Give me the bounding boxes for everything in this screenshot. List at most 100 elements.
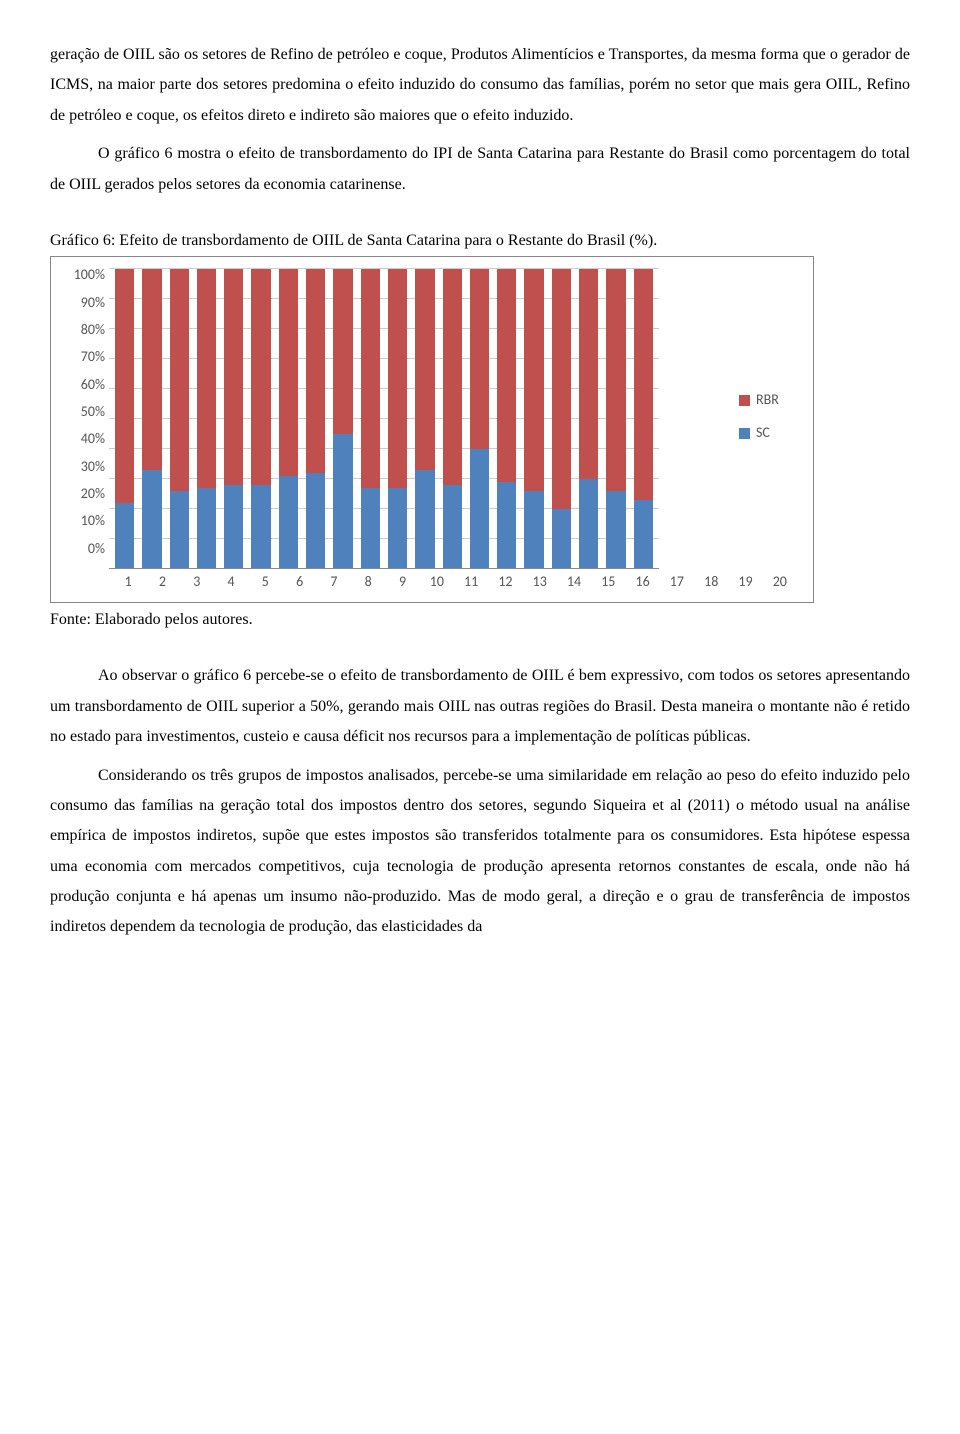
paragraph-4: Considerando os três grupos de impostos … [50,761,910,943]
chart-source: Fonte: Elaborado pelos autores. [50,609,910,631]
x-tick-label: 5 [252,569,278,596]
bar-segment-rbr [497,269,516,482]
legend-swatch-rbr [739,395,750,406]
x-tick-label: 3 [184,569,210,596]
bar [197,269,216,569]
bar-segment-sc [552,509,571,569]
bar-segment-rbr [415,269,434,470]
legend-item-rbr: RBR [739,387,799,414]
bar [333,269,352,569]
x-tick-label: 18 [698,569,724,596]
bar-segment-rbr [333,269,352,434]
y-tick-label: 10% [81,508,105,535]
x-tick-label: 1 [115,569,141,596]
bar [224,269,243,569]
y-tick-label: 60% [81,372,105,399]
x-tick-label: 14 [561,569,587,596]
x-tick-label: 11 [458,569,484,596]
bar [579,269,598,569]
x-tick-label: 8 [355,569,381,596]
legend: RBR SC [729,269,799,569]
x-tick-label: 7 [321,569,347,596]
bar-segment-sc [606,491,625,569]
x-tick-label: 9 [389,569,415,596]
x-tick-label: 15 [595,569,621,596]
bar-segment-rbr [388,269,407,488]
bar-segment-sc [634,500,653,569]
bar-segment-sc [170,491,189,569]
bar-segment-sc [224,485,243,569]
y-tick-label: 40% [81,426,105,453]
bar-segment-rbr [552,269,571,509]
bar-segment-sc [443,485,462,569]
bar-segment-rbr [306,269,325,473]
bar [443,269,462,569]
x-tick-label: 20 [767,569,793,596]
bar-segment-sc [306,473,325,569]
bar [497,269,516,569]
legend-label-rbr: RBR [756,387,779,414]
x-tick-label: 16 [629,569,655,596]
bar-segment-sc [361,488,380,569]
y-axis: 100%90%80%70%60%50%40%30%20%10%0% [59,262,109,562]
bar [524,269,543,569]
bar-segment-sc [497,482,516,569]
baseline [109,568,659,569]
paragraph-1: geração de OIIL são os setores de Refino… [50,40,910,131]
legend-swatch-sc [739,428,750,439]
x-tick-label: 2 [149,569,175,596]
x-tick-label: 19 [732,569,758,596]
bar-segment-rbr [579,269,598,479]
bar-segment-rbr [115,269,134,503]
x-tick-label: 17 [664,569,690,596]
bar [115,269,134,569]
bar [361,269,380,569]
chart-title: Gráfico 6: Efeito de transbordamento de … [50,230,910,252]
x-tick-label: 12 [492,569,518,596]
bar-segment-rbr [170,269,189,491]
bar-segment-rbr [251,269,270,485]
legend-label-sc: SC [756,420,770,447]
bar [251,269,270,569]
bar-segment-sc [115,503,134,569]
bar-segment-sc [470,449,489,569]
bar [142,269,161,569]
bar [415,269,434,569]
bar-segment-sc [524,491,543,569]
bar-segment-rbr [224,269,243,485]
bar-segment-rbr [361,269,380,488]
y-tick-label: 0% [88,536,105,563]
bar [606,269,625,569]
bar-segment-sc [579,479,598,569]
x-tick-label: 6 [286,569,312,596]
bar [552,269,571,569]
bar-segment-rbr [606,269,625,491]
bar-segment-sc [388,488,407,569]
y-tick-label: 70% [81,344,105,371]
bar-segment-rbr [634,269,653,500]
paragraph-3: Ao observar o gráfico 6 percebe-se o efe… [50,661,910,752]
y-tick-label: 20% [81,481,105,508]
bars-group [109,269,659,569]
bar [170,269,189,569]
bar-segment-sc [333,434,352,569]
y-tick-label: 100% [74,262,105,289]
legend-item-sc: SC [739,420,799,447]
bar-segment-rbr [470,269,489,449]
bar-segment-sc [197,488,216,569]
y-tick-label: 80% [81,317,105,344]
chart-area: 100%90%80%70%60%50%40%30%20%10%0% RBR SC [59,269,799,569]
bar-segment-rbr [142,269,161,470]
plot-area [109,269,659,569]
x-axis: 1234567891011121314151617181920 [109,569,799,596]
bar-segment-sc [279,476,298,569]
y-tick-label: 30% [81,454,105,481]
x-tick-label: 10 [424,569,450,596]
chart-container: 100%90%80%70%60%50%40%30%20%10%0% RBR SC… [50,256,814,603]
bar [388,269,407,569]
bar-segment-sc [142,470,161,569]
bar-segment-sc [251,485,270,569]
bar [306,269,325,569]
bar-segment-sc [415,470,434,569]
y-tick-label: 90% [81,290,105,317]
